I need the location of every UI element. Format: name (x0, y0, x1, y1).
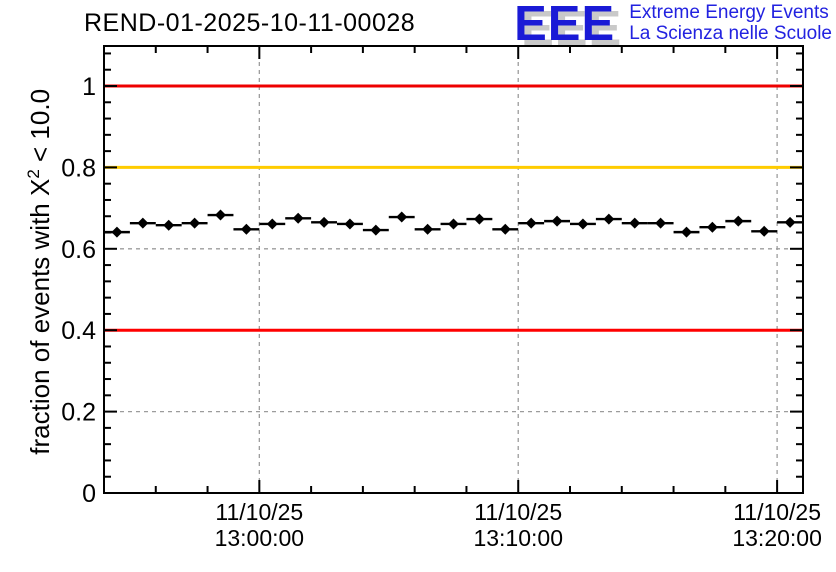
data-point (240, 223, 252, 235)
data-point (784, 216, 796, 228)
data-point (215, 209, 226, 221)
data-point (551, 215, 563, 227)
eee-logo: EEE Extreme Energy Events La Scienza nel… (514, 0, 832, 51)
data-point (758, 225, 770, 237)
y-tick-label: 0.4 (61, 317, 96, 345)
y-tick-label: 0.2 (61, 399, 96, 427)
eee-logo-taglines: Extreme Energy Events La Scienza nelle S… (629, 2, 832, 44)
data-point (266, 218, 278, 230)
data-point (655, 217, 667, 229)
x-tick-time-label: 13:10:00 (473, 525, 563, 551)
x-tick-time-label: 13:00:00 (215, 525, 305, 551)
data-point (732, 215, 744, 227)
eee-tagline-line1: Extreme Energy Events (629, 2, 829, 23)
data-point (370, 224, 382, 236)
data-point (163, 219, 175, 231)
y-tick-label: 0.8 (61, 154, 96, 182)
data-point (473, 213, 485, 225)
y-tick-label: 0.6 (61, 236, 96, 264)
data-point (396, 211, 408, 223)
plot-frame (103, 45, 804, 494)
data-point (525, 217, 537, 229)
x-tick-time-label: 13:20:00 (732, 525, 822, 551)
data-point (706, 221, 718, 233)
y-tick-label: 1 (82, 73, 96, 101)
data-point (629, 217, 641, 229)
data-point (318, 216, 330, 228)
x-tick-date-label: 11/10/25 (733, 499, 821, 525)
y-axis-title: fraction of events with X2 < 10.0 (24, 88, 55, 455)
data-point (603, 213, 615, 225)
data-point (499, 223, 511, 235)
page-title: REND-01-2025-10-11-00028 (84, 9, 416, 37)
data-point (111, 226, 123, 238)
y-tick-label: 0 (82, 480, 96, 508)
chi-squared-superscript: 2 (24, 169, 44, 179)
data-point (422, 223, 434, 235)
data-point (137, 217, 149, 229)
data-point (292, 212, 304, 224)
data-point (681, 226, 692, 238)
data-point (189, 217, 201, 229)
eee-tagline-line2: La Scienza nelle Scuole (629, 23, 832, 44)
x-tick-date-label: 11/10/25 (474, 499, 562, 525)
data-point (448, 218, 459, 230)
data-point (344, 218, 356, 230)
data-point (577, 218, 589, 230)
x-tick-date-label: 11/10/25 (215, 499, 303, 525)
eee-logo-acronym: EEE (514, 0, 616, 51)
